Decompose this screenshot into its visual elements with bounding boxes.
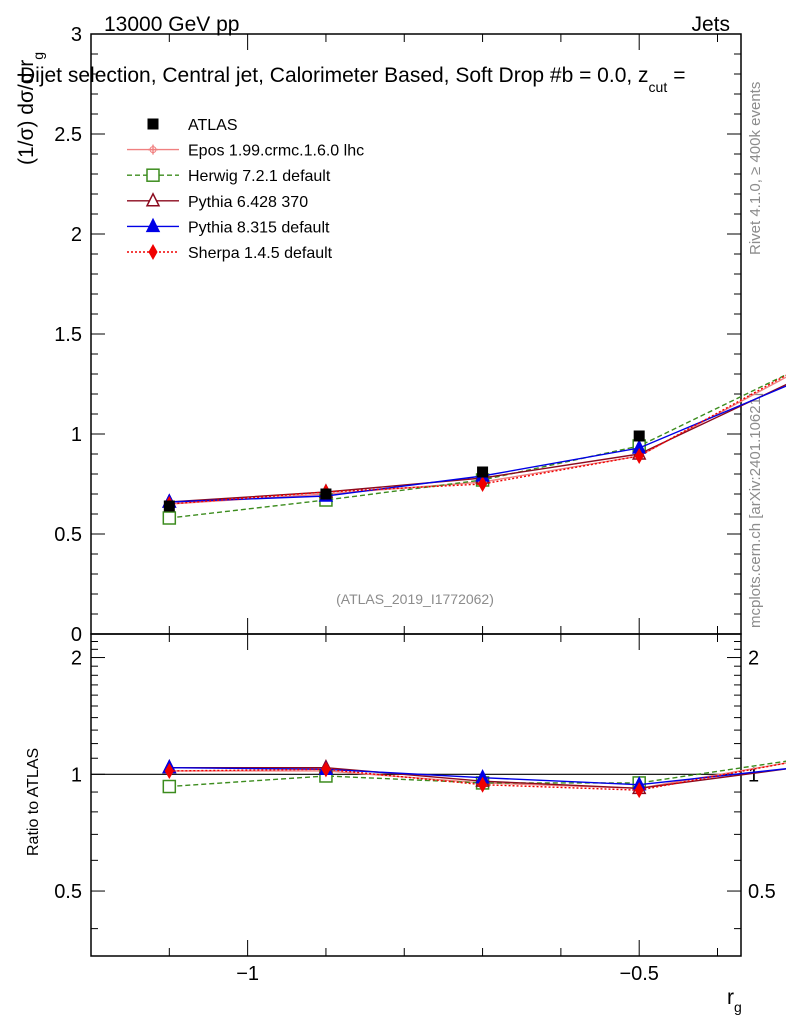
legend: ATLAS Epos 1.99.crmc.1.6.0 lhc Herwig 7.2.… [127, 117, 364, 262]
analysis-id-label: (ATLAS_2019_I1772062) [336, 591, 494, 607]
x-axis-title: rg [727, 986, 742, 1015]
plot-title-sub: cut [649, 79, 668, 95]
atlas-point [163, 500, 175, 512]
series-lines [162, 373, 786, 525]
series-0-ratio-line [169, 762, 786, 790]
series-3-line [169, 385, 786, 503]
y-axis-title-sub: g [30, 52, 46, 60]
ratio-tick-label-right: 1 [748, 764, 759, 786]
ratio-tick-label-right: 0.5 [748, 881, 776, 903]
legend-label-4: Pythia 8.315 default [188, 219, 330, 236]
mcplots-label: mcplots.cern.ch [arXiv:2401.10621] [747, 393, 764, 628]
legend-label-1: Epos 1.99.crmc.1.6.0 lhc [188, 143, 364, 160]
axis-ticks: 0 0.5 1 1.5 2 2.5 3 −1 −0.5 0.5 0.5 1 1 2 2 [54, 24, 776, 985]
plot-title-tail: = [673, 64, 685, 87]
series-4-ratio-marker [321, 761, 331, 778]
y-tick-label: 2 [71, 224, 82, 246]
legend-label-3: Pythia 6.428 370 [188, 194, 308, 211]
series-4-marker [477, 475, 488, 493]
x-tick-label: −0.5 [619, 963, 658, 985]
atlas-point [477, 466, 489, 478]
series-3-ratio-line [169, 766, 786, 786]
legend-label-5: Sherpa 1.4.5 default [188, 245, 333, 262]
y-axis-title-main: (1/σ) dσ/d r [15, 60, 38, 165]
series-1-marker [162, 511, 177, 525]
legend-marker-4 [145, 217, 161, 233]
series-0-line [169, 376, 786, 505]
energy-label: 13000 GeV pp [104, 13, 239, 36]
rivet-label: Rivet 4.1.0, ≥ 400k events [747, 82, 764, 255]
series-4-ratio-line [169, 762, 786, 791]
ratio-tick-label: 0.5 [54, 881, 82, 903]
ratio-axis-title: Ratio to ATLAS [25, 748, 42, 856]
ratio-plot-frame [90, 633, 742, 957]
plot-title-main: Dijet selection, Central jet, Calorimete… [20, 64, 649, 87]
legend-marker-1-ring [149, 146, 157, 154]
series-4-line [169, 374, 786, 505]
ratio-tick-label-right: 2 [748, 648, 759, 670]
legend-marker-0 [147, 118, 159, 130]
legend-label-0: ATLAS [188, 117, 238, 134]
series-4-ratio-marker [164, 762, 174, 779]
legend-label-2: Herwig 7.2.1 default [188, 168, 331, 185]
atlas-data-points [163, 430, 645, 512]
series-2-line [169, 383, 786, 503]
series-4-ratio-marker [477, 776, 488, 793]
y-tick-label: 2.5 [54, 124, 82, 146]
x-tick-label: −1 [236, 963, 259, 985]
y-tick-label: 0.5 [54, 524, 82, 546]
y-tick-label: 1.5 [54, 324, 82, 346]
series-1-line [169, 373, 786, 519]
series-4-ratio-marker [634, 782, 644, 799]
y-axis-title: (1/σ) dσ/d rg [15, 52, 46, 165]
series-2-ratio-line [169, 766, 786, 790]
y-tick-label: 3 [71, 24, 82, 46]
process-label: Jets [691, 13, 730, 36]
legend-marker-2 [146, 168, 160, 182]
ratio-lines [162, 759, 786, 799]
y-tick-label: 0 [71, 624, 82, 646]
plot-title: Dijet selection, Central jet, Calorimete… [20, 64, 686, 95]
atlas-point [633, 430, 645, 442]
legend-marker-3 [145, 192, 161, 207]
series-4-marker [634, 447, 644, 465]
ratio-tick-label: 1 [71, 764, 82, 786]
legend-marker-5 [148, 243, 158, 261]
series-1-ratio-marker [162, 779, 177, 794]
x-axis-title-main: r [727, 986, 734, 1009]
series-1-ratio-line [169, 760, 786, 788]
ratio-tick-label: 2 [71, 648, 82, 670]
y-tick-label: 1 [71, 424, 82, 446]
atlas-point [320, 488, 332, 500]
x-axis-title-sub: g [734, 999, 742, 1015]
